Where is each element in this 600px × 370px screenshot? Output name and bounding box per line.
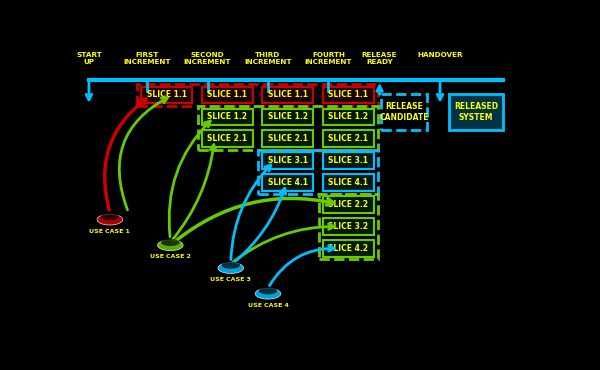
FancyBboxPatch shape <box>323 87 374 103</box>
FancyBboxPatch shape <box>323 108 374 125</box>
Text: START
UP: START UP <box>76 51 102 64</box>
Text: SLICE 1.1: SLICE 1.1 <box>147 91 187 100</box>
Text: USE CASE 2: USE CASE 2 <box>150 254 191 259</box>
Text: SLICE 4.1: SLICE 4.1 <box>268 178 308 187</box>
FancyBboxPatch shape <box>202 108 253 125</box>
FancyBboxPatch shape <box>202 87 253 103</box>
FancyBboxPatch shape <box>262 87 313 103</box>
Text: SLICE 2.2: SLICE 2.2 <box>328 200 368 209</box>
Text: SLICE 2.1: SLICE 2.1 <box>207 134 247 143</box>
Text: USE CASE 4: USE CASE 4 <box>248 303 289 308</box>
Text: SLICE 1.2: SLICE 1.2 <box>268 112 308 121</box>
FancyBboxPatch shape <box>323 174 374 191</box>
FancyBboxPatch shape <box>323 152 374 169</box>
FancyBboxPatch shape <box>142 87 192 103</box>
Text: THIRD
INCREMENT: THIRD INCREMENT <box>244 51 292 64</box>
Text: SLICE 1.1: SLICE 1.1 <box>328 91 368 100</box>
FancyBboxPatch shape <box>262 131 313 147</box>
Text: FIRST
INCREMENT: FIRST INCREMENT <box>124 51 171 64</box>
Text: HANDOVER: HANDOVER <box>417 51 463 57</box>
FancyBboxPatch shape <box>202 131 253 147</box>
FancyBboxPatch shape <box>262 108 313 125</box>
Text: SLICE 3.1: SLICE 3.1 <box>268 156 308 165</box>
Text: SLICE 1.1: SLICE 1.1 <box>268 91 308 100</box>
Ellipse shape <box>259 287 277 295</box>
Text: SLICE 1.1: SLICE 1.1 <box>207 91 247 100</box>
FancyBboxPatch shape <box>323 131 374 147</box>
FancyBboxPatch shape <box>323 196 374 213</box>
Ellipse shape <box>101 213 119 220</box>
Text: SLICE 2.1: SLICE 2.1 <box>268 134 308 143</box>
Text: SLICE 1.2: SLICE 1.2 <box>207 112 247 121</box>
Text: SLICE 4.1: SLICE 4.1 <box>328 178 368 187</box>
Text: FOURTH
INCREMENT: FOURTH INCREMENT <box>305 51 352 64</box>
Text: SLICE 3.2: SLICE 3.2 <box>328 222 368 231</box>
Ellipse shape <box>221 262 240 269</box>
Ellipse shape <box>218 263 244 273</box>
Text: SLICE 2.1: SLICE 2.1 <box>328 134 368 143</box>
FancyBboxPatch shape <box>262 174 313 191</box>
FancyBboxPatch shape <box>323 240 374 257</box>
Ellipse shape <box>255 288 281 299</box>
Ellipse shape <box>158 240 183 250</box>
Text: SLICE 4.2: SLICE 4.2 <box>328 244 368 253</box>
Text: RELEASE
CANDIDATE: RELEASE CANDIDATE <box>379 102 429 122</box>
Text: RELEASE
READY: RELEASE READY <box>362 51 397 64</box>
Text: SLICE 1.2: SLICE 1.2 <box>328 112 368 121</box>
Ellipse shape <box>97 214 122 225</box>
Text: USE CASE 1: USE CASE 1 <box>89 229 130 234</box>
Ellipse shape <box>161 239 179 246</box>
FancyBboxPatch shape <box>449 94 503 130</box>
FancyBboxPatch shape <box>262 152 313 169</box>
FancyBboxPatch shape <box>323 218 374 235</box>
Text: SECOND
INCREMENT: SECOND INCREMENT <box>184 51 231 64</box>
Text: SLICE 3.1: SLICE 3.1 <box>328 156 368 165</box>
Text: RELEASED
SYSTEM: RELEASED SYSTEM <box>454 102 498 122</box>
Text: USE CASE 3: USE CASE 3 <box>211 277 251 282</box>
